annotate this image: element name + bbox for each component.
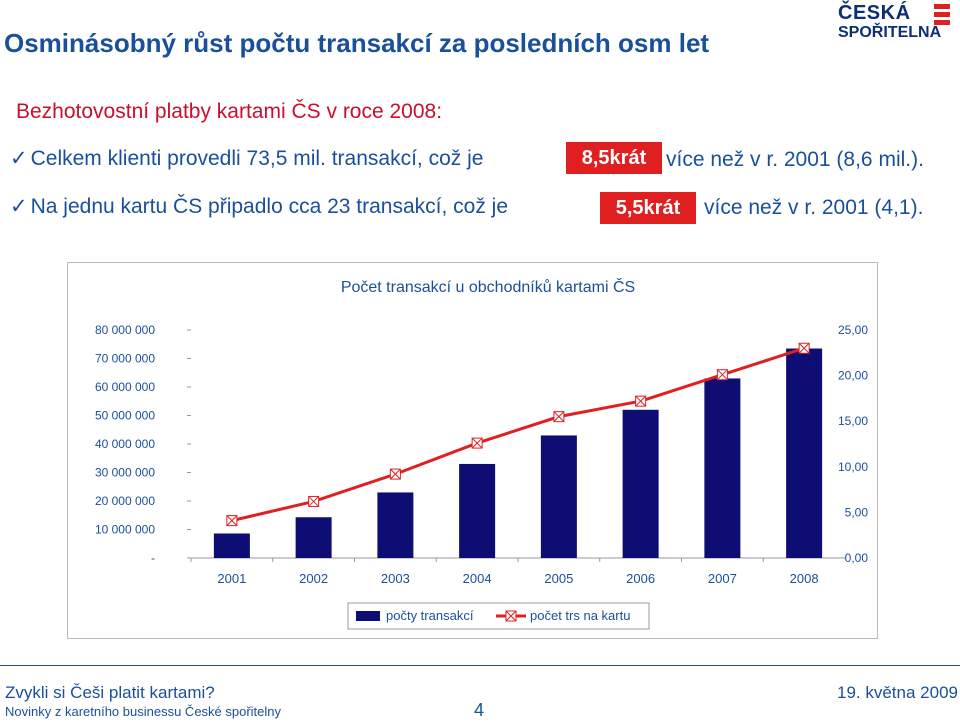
x-tick-label: 2008: [790, 571, 819, 586]
x-tick-label: 2003: [381, 571, 410, 586]
footer-event: Zvykli si Češi platit kartami?: [5, 683, 215, 703]
line-point-2006: [636, 396, 646, 406]
x-tick-label: 2006: [626, 571, 655, 586]
y-left-tick-label: 40 000 000: [95, 437, 155, 451]
line-point-2003: [390, 469, 400, 479]
x-tick-label: 2004: [463, 571, 492, 586]
bar-2008: [786, 349, 822, 558]
x-tick-label: 2002: [299, 571, 328, 586]
y-right-tick-label: 5,00: [845, 505, 869, 519]
logo-line2: SPOŘITELNA: [838, 24, 941, 42]
ceska-sporitelna-logo: ČESKÁ SPOŘITELNA: [838, 2, 956, 46]
line-point-2007: [717, 370, 727, 380]
chart-title: Počet transakcí u obchodníků kartami ČS: [341, 277, 635, 296]
bar-2005: [541, 435, 577, 558]
legend-line-marker: [506, 611, 516, 621]
bar-2001: [214, 533, 250, 558]
highlight-badge-1: 8,5krát: [566, 142, 662, 174]
y-right-tick-label: 15,00: [838, 414, 868, 428]
highlight-badge-2: 5,5krát: [600, 192, 696, 224]
logo-line1: ČESKÁ: [838, 2, 911, 25]
footer-subtitle: Novinky z karetního businessu České spoř…: [5, 704, 281, 719]
chart-container: Počet transakcí u obchodníků kartami ČS …: [67, 262, 878, 639]
line-point-2005: [554, 412, 564, 422]
y-left-tick-label: 80 000 000: [95, 323, 155, 337]
bullet-text-1: Celkem klienti provedli 73,5 mil. transa…: [31, 147, 484, 170]
x-tick-label: 2005: [544, 571, 573, 586]
bullet-text-2: Na jednu kartu ČS připadlo cca 23 transa…: [31, 195, 508, 218]
bullet-item-2: ✓ Na jednu kartu ČS připadlo cca 23 trans…: [10, 194, 508, 219]
line-point-2002: [309, 496, 319, 506]
bar-2006: [623, 410, 659, 558]
y-right-tick-label: 25,00: [838, 323, 868, 337]
y-left-tick-label: 50 000 000: [95, 409, 155, 423]
line-point-2001: [227, 516, 237, 526]
legend-label-line: počet trs na kartu: [530, 608, 630, 623]
x-tick-label: 2007: [708, 571, 737, 586]
y-right-tick-label: 20,00: [838, 369, 868, 383]
section-subtitle: Bezhotovostní platby kartami ČS v roce 2…: [16, 100, 442, 124]
checkmark-icon: ✓: [10, 195, 28, 218]
logo-emblem-icon: [930, 4, 954, 26]
y-right-tick-label: 10,00: [838, 460, 868, 474]
y-left-tick-label: 20 000 000: [95, 494, 155, 508]
footer-divider: [0, 665, 960, 666]
footer-date: 19. května 2009: [837, 683, 958, 703]
y-left-tick-label: 60 000 000: [95, 380, 155, 394]
y-left-tick-label: 30 000 000: [95, 466, 155, 480]
bar-2002: [296, 517, 332, 558]
y-left-tick-label: 10 000 000: [95, 523, 155, 537]
y-right-tick-label: 0,00: [845, 551, 869, 565]
bullet-tail-1: více než v r. 2001 (8,6 mil.).: [666, 148, 924, 172]
legend-label-bars: počty transakcí: [386, 608, 474, 623]
bar-2007: [704, 378, 740, 558]
line-point-2008: [799, 343, 809, 353]
chart-legend: počty transakcí počet trs na kartu: [348, 603, 649, 629]
page-title: Osminásobný růst počtu transakcí za posl…: [4, 28, 709, 59]
bullet-item-1: ✓ Celkem klienti provedli 73,5 mil. trans…: [10, 146, 483, 171]
bar-2003: [377, 492, 413, 558]
page-number: 4: [474, 700, 484, 721]
legend-bar-swatch: [356, 611, 380, 621]
checkmark-icon: ✓: [10, 147, 28, 170]
bar-2004: [459, 464, 495, 558]
x-tick-label: 2001: [217, 571, 246, 586]
y-left-tick-label: -: [151, 551, 155, 565]
line-point-2004: [472, 438, 482, 448]
bullet-tail-2: více než v r. 2001 (4,1).: [704, 196, 923, 220]
transactions-chart: Počet transakcí u obchodníků kartami ČS …: [68, 263, 877, 638]
y-left-tick-label: 70 000 000: [95, 352, 155, 366]
